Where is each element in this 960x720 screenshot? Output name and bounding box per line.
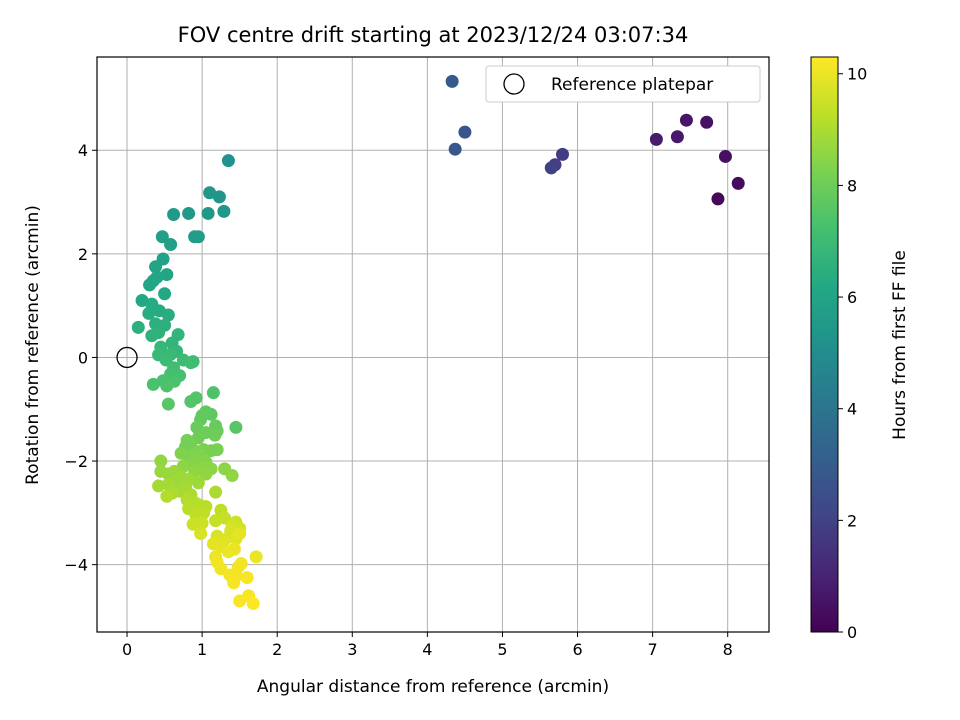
data-point <box>246 597 260 611</box>
data-point <box>131 320 145 334</box>
data-point <box>229 420 243 434</box>
data-point <box>718 149 732 163</box>
data-point <box>700 115 714 129</box>
data-point <box>160 268 174 282</box>
plot-area-frame <box>96 56 770 633</box>
reference-platepar-marker <box>116 346 138 369</box>
data-point <box>544 161 558 175</box>
data-point <box>194 527 208 541</box>
data-point <box>679 113 693 127</box>
data-point <box>184 356 198 370</box>
data-point <box>233 594 247 608</box>
data-point <box>670 130 684 144</box>
colorbar-ticks: 0 2 4 6 8 10 <box>838 65 867 642</box>
data-point <box>217 204 231 218</box>
data-point <box>209 485 223 499</box>
colorbar-tick-label: 8 <box>847 176 857 195</box>
data-point <box>221 545 235 559</box>
y-axis-label: Rotation from reference (arcmin) <box>23 205 43 485</box>
data-point <box>227 576 241 590</box>
data-point <box>161 397 175 411</box>
x-tick-label: 2 <box>272 640 282 659</box>
data-point <box>203 186 217 200</box>
data-point <box>149 260 163 274</box>
colorbar <box>810 56 839 633</box>
data-point <box>711 192 725 206</box>
x-axis-ticks: 0 1 2 3 4 5 6 7 8 <box>122 632 733 659</box>
colorbar-tick-label: 2 <box>847 511 857 530</box>
y-tick-label: 4 <box>78 141 88 160</box>
colorbar-tick-label: 6 <box>847 288 857 307</box>
data-point <box>155 230 169 244</box>
data-point <box>212 190 226 204</box>
grid-lines <box>97 57 769 632</box>
data-point <box>448 142 462 156</box>
data-point <box>160 489 174 503</box>
data-point <box>191 230 205 244</box>
y-tick-label: −2 <box>64 452 88 471</box>
y-tick-label: −4 <box>64 556 88 575</box>
data-point <box>146 377 160 391</box>
data-point <box>152 479 166 493</box>
data-point <box>142 306 156 320</box>
legend-marker-open-circle <box>503 73 525 95</box>
x-tick-label: 3 <box>347 640 357 659</box>
data-point <box>164 238 178 252</box>
x-tick-label: 0 <box>122 640 132 659</box>
data-point <box>206 386 220 400</box>
x-tick-label: 4 <box>422 640 432 659</box>
legend-box <box>485 65 761 103</box>
data-point <box>208 428 222 442</box>
data-point <box>233 527 247 541</box>
data-point <box>146 274 160 288</box>
y-tick-label: 2 <box>78 245 88 264</box>
colorbar-tick-label: 10 <box>847 65 867 84</box>
data-point <box>158 287 172 301</box>
data-point <box>167 207 181 221</box>
x-tick-label: 7 <box>648 640 658 659</box>
scatter-points <box>131 74 745 611</box>
x-tick-label: 8 <box>723 640 733 659</box>
data-point <box>154 454 168 468</box>
x-tick-label: 5 <box>497 640 507 659</box>
data-point <box>199 467 213 481</box>
legend: Reference platepar <box>485 65 761 103</box>
x-axis-label: Angular distance from reference (arcmin) <box>257 677 609 697</box>
data-point <box>731 176 745 190</box>
x-tick-label: 1 <box>197 640 207 659</box>
data-point <box>201 206 215 220</box>
data-point <box>445 74 459 88</box>
data-point <box>182 206 196 220</box>
legend-entry-label: Reference platepar <box>551 75 713 95</box>
chart-title: FOV centre drift starting at 2023/12/24 … <box>178 23 689 47</box>
y-tick-label: 0 <box>78 348 88 367</box>
data-point <box>184 394 198 408</box>
data-point <box>161 308 175 322</box>
data-point <box>145 329 159 343</box>
colorbar-tick-label: 4 <box>847 400 857 419</box>
data-point <box>204 444 218 458</box>
data-point <box>225 469 239 483</box>
x-tick-label: 6 <box>572 640 582 659</box>
colorbar-tick-label: 0 <box>847 623 857 642</box>
data-point <box>221 154 235 168</box>
data-point <box>240 571 254 585</box>
data-point <box>160 379 174 393</box>
data-point <box>649 132 663 146</box>
data-point <box>209 514 223 528</box>
data-point <box>154 464 168 478</box>
data-point <box>458 125 472 139</box>
data-point <box>186 517 200 531</box>
colorbar-label: Hours from first FF file <box>890 250 910 440</box>
data-point <box>191 476 205 490</box>
data-point <box>249 550 263 564</box>
data-point <box>556 147 570 161</box>
data-point <box>135 293 149 307</box>
y-axis-ticks: −4 −2 0 2 4 <box>64 141 97 575</box>
reference-marker-layer <box>116 346 138 369</box>
